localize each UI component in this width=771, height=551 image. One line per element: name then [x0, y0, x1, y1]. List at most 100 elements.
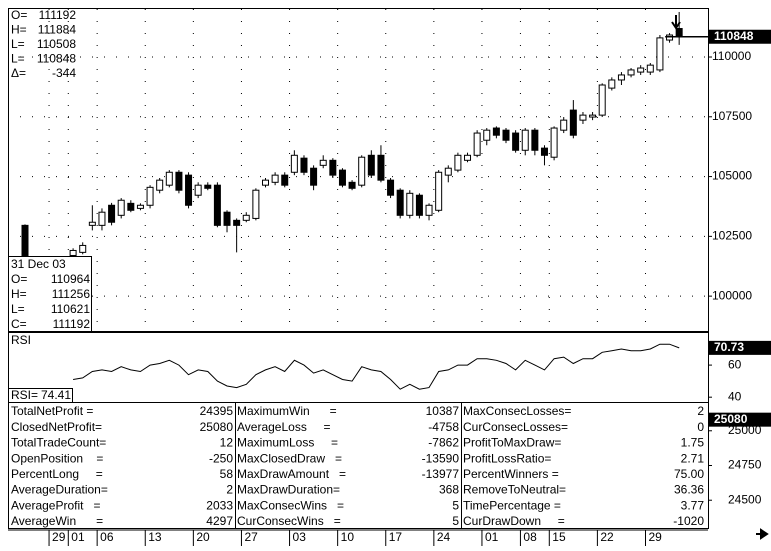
candle-body [415, 194, 423, 216]
candle-body [512, 132, 520, 151]
cursor-value: 111256 [52, 287, 91, 301]
stat-value: 5 [452, 514, 459, 528]
stat-value: -13590 [422, 451, 460, 465]
stat-name: OpenPosition = [11, 451, 103, 465]
candle-body [589, 114, 597, 118]
stat-name: AverageWin = [11, 514, 103, 528]
candle-body [271, 174, 279, 183]
stat-name: MaxConsecLosses= [463, 404, 571, 418]
equity-tick-label: 24500 [728, 492, 762, 506]
candle-body [550, 127, 558, 158]
candle-body [338, 169, 346, 186]
stat-name: AverageProfit = [11, 498, 101, 512]
cursor-label: C= [11, 317, 27, 331]
candle-body [252, 189, 260, 219]
candle-body [127, 202, 135, 211]
stat-value: 25080 [200, 420, 234, 434]
candle-body [281, 174, 289, 186]
x-tick-label: 08 [523, 530, 537, 544]
stat-name: AverageLoss = [237, 420, 331, 434]
rsi-last-label: 70.73 [714, 340, 744, 354]
stat-value: 24395 [200, 404, 234, 418]
info-label: H= [11, 23, 27, 37]
x-tick-label: 10 [341, 530, 355, 544]
last-price-label-bg [709, 29, 771, 44]
stat-name: AverageDuration= [11, 483, 108, 497]
candle-body [146, 186, 154, 206]
scroll-arrow[interactable] [756, 528, 769, 540]
candle-body [300, 157, 308, 173]
candle-body [617, 74, 625, 81]
candle-body [175, 171, 183, 191]
candle-body [598, 84, 606, 116]
x-tick-label: 29 [52, 530, 66, 544]
info-label: Δ= [11, 66, 26, 80]
info-value: 111192 [39, 8, 77, 22]
stat-value: 58 [220, 467, 234, 481]
stat-value: 5 [452, 498, 459, 512]
stat-name: RemoveToNeutral= [463, 483, 566, 497]
candle-body [185, 174, 193, 206]
last-price-label: 110848 [714, 29, 754, 43]
stat-name: MaximumWin = [237, 404, 337, 418]
candle-body [473, 132, 481, 156]
candle-body [540, 147, 548, 156]
candle-body [69, 249, 77, 256]
candle-body [358, 156, 366, 186]
x-tick-label: 27 [244, 530, 258, 544]
stat-name: MaxClosedDraw = [237, 451, 342, 465]
candle-body [579, 114, 587, 121]
stat-value: -4758 [428, 420, 459, 434]
candle-body [387, 179, 395, 196]
candle-body [117, 199, 125, 216]
stat-value: -13977 [422, 467, 460, 481]
candle-body [492, 127, 500, 136]
candle-body [425, 204, 433, 216]
candle-body [396, 189, 404, 216]
stat-value: 2033 [206, 498, 233, 512]
stat-value: 2 [697, 404, 704, 418]
candle-body [666, 34, 674, 41]
x-tick-label: 22 [600, 530, 614, 544]
candle-body [454, 154, 462, 171]
y-tick-label: 105000 [712, 169, 752, 183]
stat-name: ClosedNetProfit= [11, 420, 102, 434]
cursor-label: O= [11, 272, 27, 286]
equity-current-label-bg [709, 412, 771, 427]
candle-body [435, 171, 443, 211]
candle-body [348, 181, 356, 189]
candle-body [464, 154, 472, 161]
x-tick-label: 15 [552, 530, 566, 544]
stat-name: TotalNetProfit = [11, 404, 93, 418]
x-tick-label: 20 [196, 530, 210, 544]
rsi-cursor-value: 74.41 [41, 388, 71, 402]
x-tick-label: 17 [389, 530, 403, 544]
candle-body [319, 159, 327, 166]
cursor-value: 110964 [51, 272, 90, 286]
candle-body [367, 154, 375, 176]
candle-body [675, 28, 683, 38]
candle-body [531, 129, 539, 151]
stat-value: 75.00 [674, 467, 704, 481]
rsi-last-label-bg [709, 340, 771, 355]
candle-body [521, 129, 529, 151]
candle-body [165, 171, 173, 186]
x-tick-label: 01 [485, 530, 499, 544]
candle-body [329, 159, 337, 176]
stat-name: MaxDrawDuration= [237, 483, 340, 497]
candle-body [646, 64, 654, 73]
candle-body [290, 154, 298, 173]
y-tick-label: 107500 [712, 109, 752, 123]
rsi-cursor-box [8, 388, 73, 403]
x-tick-label: 29 [648, 530, 662, 544]
candle-body [136, 204, 144, 209]
stat-name: MaxConsecWins = [237, 498, 344, 512]
x-tick-label: 03 [293, 530, 307, 544]
stat-name: MaxDrawAmount = [237, 467, 346, 481]
stat-value: 3.77 [681, 498, 705, 512]
x-tick-label: 06 [100, 530, 114, 544]
stat-name: CurConsecLosses= [463, 420, 568, 434]
stat-value: 0 [697, 420, 704, 434]
info-label: L= [11, 52, 25, 66]
